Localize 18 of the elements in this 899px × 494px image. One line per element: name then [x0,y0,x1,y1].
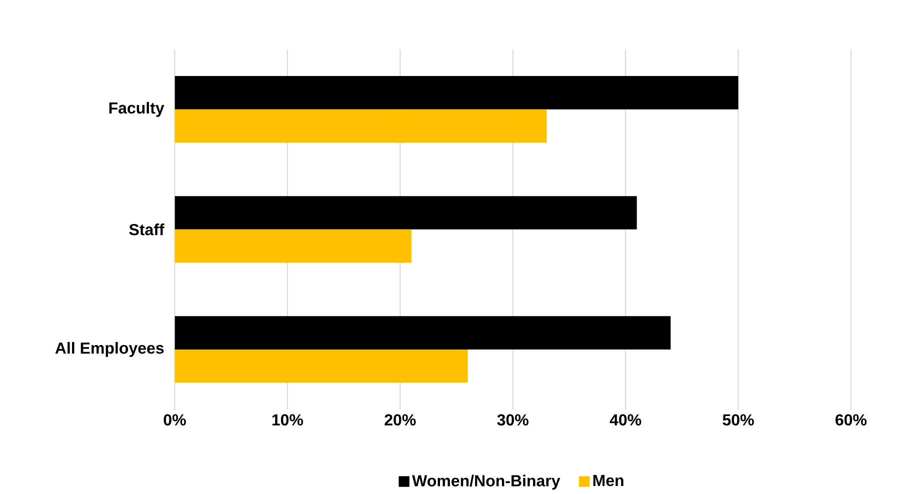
bar [174,110,547,143]
bar [174,76,738,110]
y-tick-label: Staff [129,224,164,236]
x-tick-label: 0% [164,414,186,426]
legend-label: Women/Non-Binary [412,474,560,490]
bar [174,230,412,263]
y-tick-label: All Employees [55,342,164,358]
y-tick-label: Faculty [109,102,164,118]
x-tick-label: 60% [836,414,867,426]
x-tick-label: 30% [497,414,528,426]
x-tick-label: 20% [384,414,416,426]
bar [174,316,671,350]
x-tick-label: 10% [272,414,304,426]
bar [174,196,637,230]
legend-label: Men [593,475,624,486]
bar [174,350,468,383]
x-tick-label: 40% [610,414,642,426]
x-tick-label: 50% [722,414,754,426]
